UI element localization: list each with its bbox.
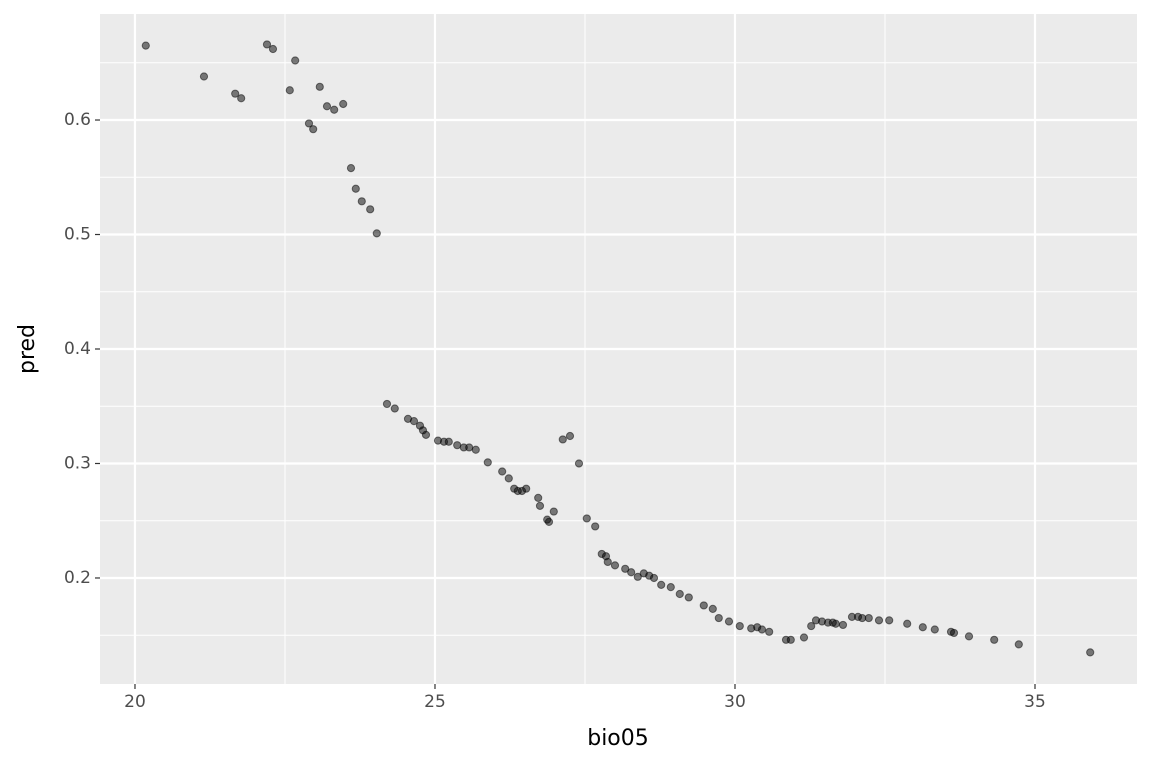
point (315, 82, 324, 91)
point (1014, 640, 1023, 649)
point (786, 635, 795, 644)
point (591, 522, 600, 531)
point (268, 44, 278, 54)
point (390, 404, 399, 413)
point (765, 627, 774, 636)
point (262, 40, 272, 49)
point (409, 417, 419, 426)
point (346, 164, 356, 173)
point (874, 616, 884, 625)
point (565, 431, 575, 441)
point (864, 613, 873, 623)
x-tick-label: 20 (124, 692, 146, 712)
point (549, 507, 558, 516)
point (372, 229, 381, 238)
point (291, 56, 300, 65)
point (757, 625, 767, 634)
x-tick-label: 35 (1024, 692, 1046, 712)
point (339, 99, 348, 109)
point (535, 501, 545, 510)
point (231, 89, 240, 98)
y-tick-label: 0.6 (64, 110, 91, 130)
point (799, 633, 809, 642)
point (366, 205, 375, 214)
point (382, 399, 392, 409)
point (522, 484, 531, 493)
point (285, 86, 294, 95)
point (504, 474, 513, 483)
x-tick-label: 25 (424, 692, 446, 712)
point (304, 119, 314, 128)
point (322, 102, 332, 111)
point (649, 573, 659, 583)
grid (100, 14, 1137, 684)
point (735, 621, 744, 631)
point (930, 625, 939, 634)
point (807, 621, 816, 631)
point (708, 604, 717, 613)
point (534, 493, 543, 502)
point (831, 619, 840, 628)
point (633, 572, 642, 581)
x-axis-title: bio05 (587, 726, 649, 751)
point (903, 619, 912, 628)
point (330, 105, 339, 114)
y-tick-label: 0.3 (64, 453, 91, 473)
point (838, 620, 848, 630)
y-axis-title: pred (15, 324, 40, 374)
point (724, 617, 734, 626)
point (309, 125, 318, 134)
point (199, 72, 209, 81)
point (471, 445, 480, 454)
point (684, 593, 693, 602)
point (357, 197, 366, 206)
point (582, 514, 591, 523)
point (885, 616, 894, 625)
point (990, 635, 999, 644)
point (610, 561, 620, 570)
point (603, 557, 612, 567)
point (1086, 648, 1095, 657)
point (666, 583, 675, 592)
point (498, 467, 507, 476)
point (699, 601, 708, 610)
y-tick-label: 0.2 (64, 568, 91, 588)
point (714, 613, 723, 623)
point (918, 623, 927, 632)
point (444, 437, 453, 446)
point (237, 94, 246, 103)
y-tick-label: 0.5 (64, 225, 91, 245)
x-tick-label: 30 (724, 692, 746, 712)
point (949, 628, 959, 638)
point (621, 564, 630, 573)
point (544, 517, 554, 526)
y-tick-label: 0.4 (64, 339, 91, 359)
point (627, 568, 636, 577)
point (483, 458, 492, 467)
point (574, 459, 584, 468)
points (141, 40, 1095, 657)
point (351, 184, 360, 193)
point (675, 589, 684, 599)
point (558, 435, 567, 444)
point (964, 632, 974, 641)
point (421, 430, 431, 439)
point (141, 41, 150, 50)
point (657, 580, 666, 589)
